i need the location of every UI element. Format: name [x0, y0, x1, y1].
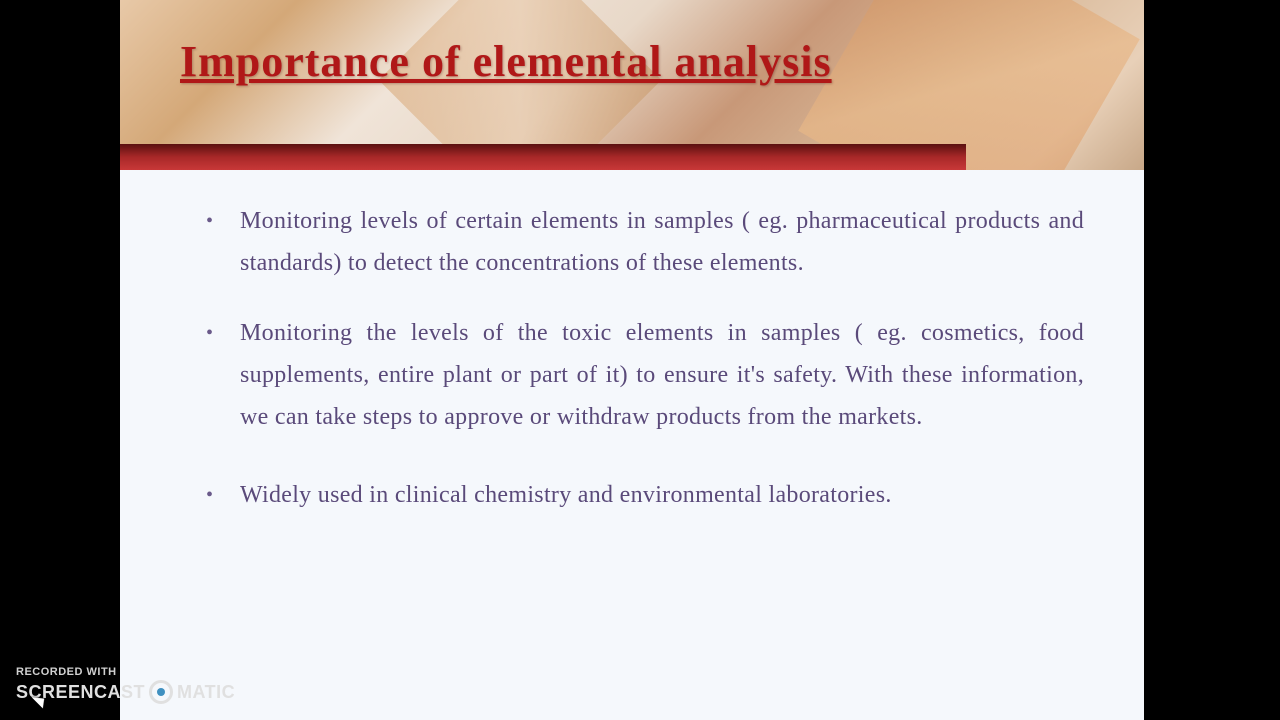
bullet-marker: •	[200, 312, 240, 438]
bullet-item: • Widely used in clinical chemistry and …	[200, 474, 1084, 516]
bullet-item: • Monitoring levels of certain elements …	[200, 200, 1084, 284]
slide-content: • Monitoring levels of certain elements …	[200, 200, 1084, 544]
presentation-slide: Importance of elemental analysis • Monit…	[120, 0, 1144, 720]
slide-title: Importance of elemental analysis	[180, 36, 832, 87]
bullet-text: Monitoring levels of certain elements in…	[240, 200, 1084, 284]
bullet-marker: •	[200, 200, 240, 284]
recording-watermark: RECORDED WITH SCREENCAST MATIC	[16, 666, 235, 704]
header-accent-bar	[120, 144, 966, 170]
bullet-marker: •	[200, 474, 240, 516]
bullet-item: • Monitoring the levels of the toxic ele…	[200, 312, 1084, 438]
watermark-logo-icon	[149, 680, 173, 704]
bullet-text: Widely used in clinical chemistry and en…	[240, 474, 1084, 516]
bullet-text: Monitoring the levels of the toxic eleme…	[240, 312, 1084, 438]
watermark-brand: SCREENCAST MATIC	[16, 680, 235, 704]
watermark-brand-right: MATIC	[177, 682, 235, 703]
watermark-label: RECORDED WITH	[16, 666, 235, 678]
